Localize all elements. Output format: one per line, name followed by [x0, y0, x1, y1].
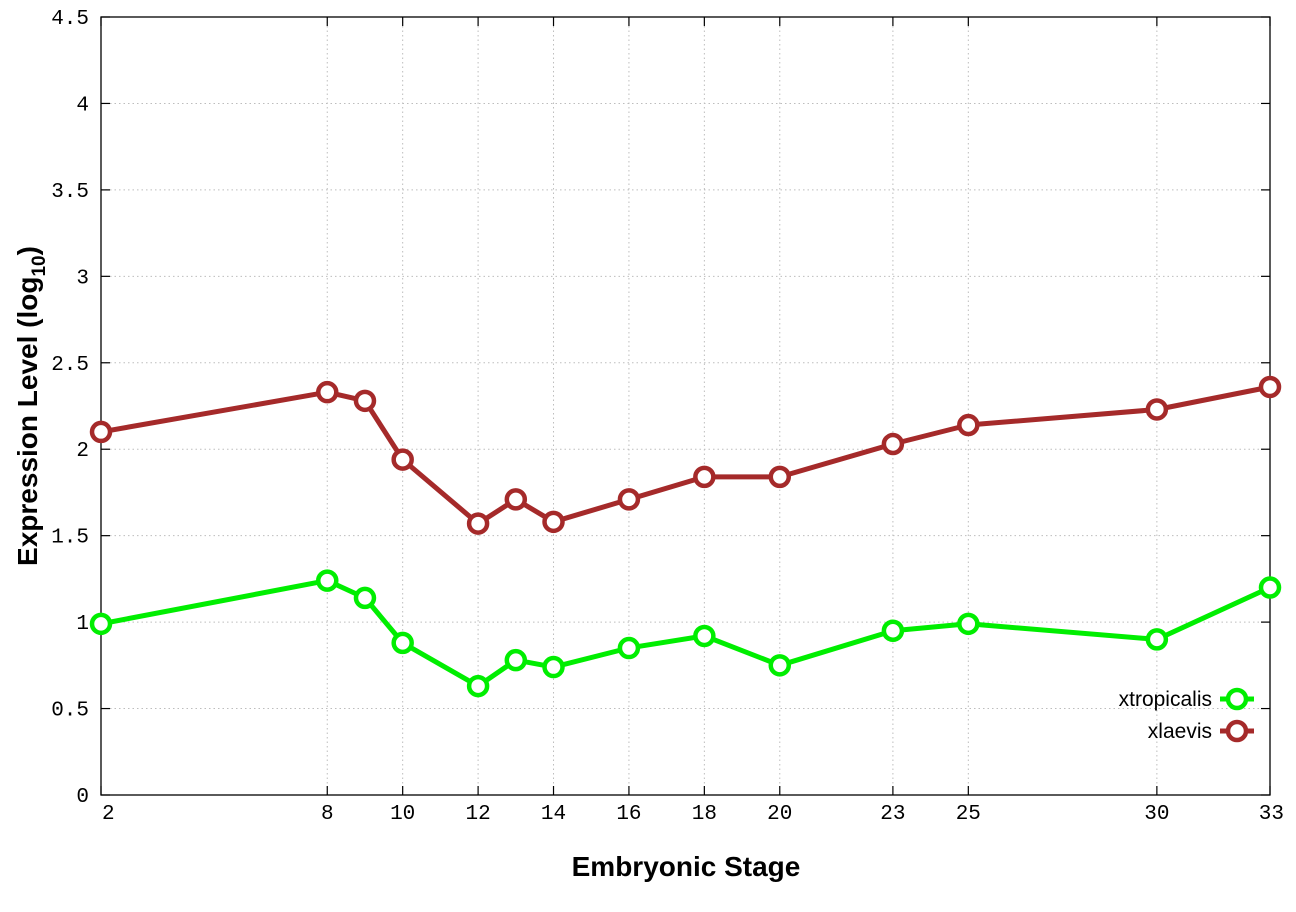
y-tick-label: 2.5 — [51, 354, 89, 377]
data-point-xtropicalis — [89, 612, 113, 636]
y-tick-label: 1 — [76, 613, 89, 636]
x-axis-ticks: 2 8 10 12 14 16 18 20 23 25 30 33 — [100, 17, 1284, 826]
data-point-xlaevis — [504, 488, 528, 511]
data-point-xlaevis — [542, 510, 565, 534]
x-tick-label: 8 — [321, 803, 334, 826]
y-tick-label: 2 — [76, 440, 89, 463]
x-tick-label: 33 — [1259, 803, 1284, 826]
series-line-xtropicalis — [100, 578, 1272, 689]
x-tick-label: 23 — [880, 803, 905, 826]
y-tick-label: 0 — [76, 786, 89, 809]
y-axis-title-close: ) — [12, 246, 43, 255]
x-tick-label: 12 — [465, 803, 490, 826]
legend-label: xlaevis — [1148, 720, 1212, 743]
x-tick-label: 18 — [692, 803, 717, 826]
legend-marker-swatch — [1225, 719, 1249, 743]
data-point-xtropicalis — [957, 612, 980, 636]
data-point-xtropicalis — [466, 674, 490, 698]
data-point-xlaevis — [768, 465, 792, 489]
y-axis-title-main: Expression Level (log — [12, 277, 43, 566]
x-tick-label: 30 — [1144, 803, 1169, 826]
data-point-xtropicalis — [353, 586, 377, 610]
data-point-xlaevis — [1258, 375, 1282, 399]
legend: xtropicalis xlaevis — [1119, 687, 1254, 743]
y-tick-label: 4 — [76, 94, 89, 117]
data-point-xlaevis — [881, 432, 905, 456]
y-tick-label: 1.5 — [51, 527, 89, 550]
data-point-xlaevis — [617, 488, 641, 511]
data-point-xtropicalis — [1145, 628, 1169, 651]
data-point-xtropicalis — [693, 624, 716, 648]
y-axis-ticks: 0 0.5 1 1.5 2 2.5 3 3.5 4 4.5 — [51, 8, 1270, 809]
y-axis-title-subscript: 10 — [29, 255, 50, 276]
data-point-xlaevis — [693, 465, 716, 489]
series-line-xlaevis — [100, 384, 1271, 527]
data-point-xlaevis — [89, 420, 113, 444]
x-tick-label: 14 — [541, 803, 566, 826]
data-point-xlaevis — [1145, 398, 1169, 421]
series-xtropicalis — [89, 569, 1282, 698]
data-point-xtropicalis — [881, 619, 905, 643]
series — [89, 375, 1282, 698]
x-tick-label: 10 — [390, 803, 415, 826]
data-point-xtropicalis — [504, 648, 528, 672]
legend-item-xlaevis: xlaevis — [1148, 719, 1254, 743]
x-tick-label: 25 — [956, 803, 981, 826]
data-point-xtropicalis — [391, 631, 414, 655]
legend-item-xtropicalis: xtropicalis — [1119, 687, 1254, 711]
x-tick-label: 16 — [616, 803, 641, 826]
data-point-xtropicalis — [542, 655, 565, 679]
series-xlaevis — [89, 375, 1282, 535]
y-axis-title: Expression Level (log10) — [12, 246, 50, 566]
data-point-xtropicalis — [316, 569, 339, 592]
y-tick-label: 3.5 — [51, 181, 89, 204]
data-point-xlaevis — [391, 448, 414, 471]
plot-frame — [100, 16, 1271, 796]
data-point-xlaevis — [316, 380, 339, 404]
x-axis-title: Embryonic Stage — [572, 851, 801, 882]
data-point-xlaevis — [353, 389, 377, 413]
legend-label: xtropicalis — [1119, 688, 1212, 711]
data-point-xtropicalis — [617, 636, 641, 660]
y-tick-label: 3 — [76, 267, 89, 290]
data-point-xlaevis — [957, 413, 980, 437]
data-point-xtropicalis — [768, 654, 792, 677]
x-tick-label: 2 — [102, 803, 115, 826]
x-tick-label: 20 — [767, 803, 792, 826]
legend-marker-swatch — [1225, 687, 1249, 711]
data-point-xtropicalis — [1258, 576, 1282, 599]
grid — [101, 17, 1270, 795]
y-tick-label: 4.5 — [51, 8, 89, 31]
y-tick-label: 0.5 — [51, 700, 89, 723]
data-point-xlaevis — [466, 512, 490, 535]
